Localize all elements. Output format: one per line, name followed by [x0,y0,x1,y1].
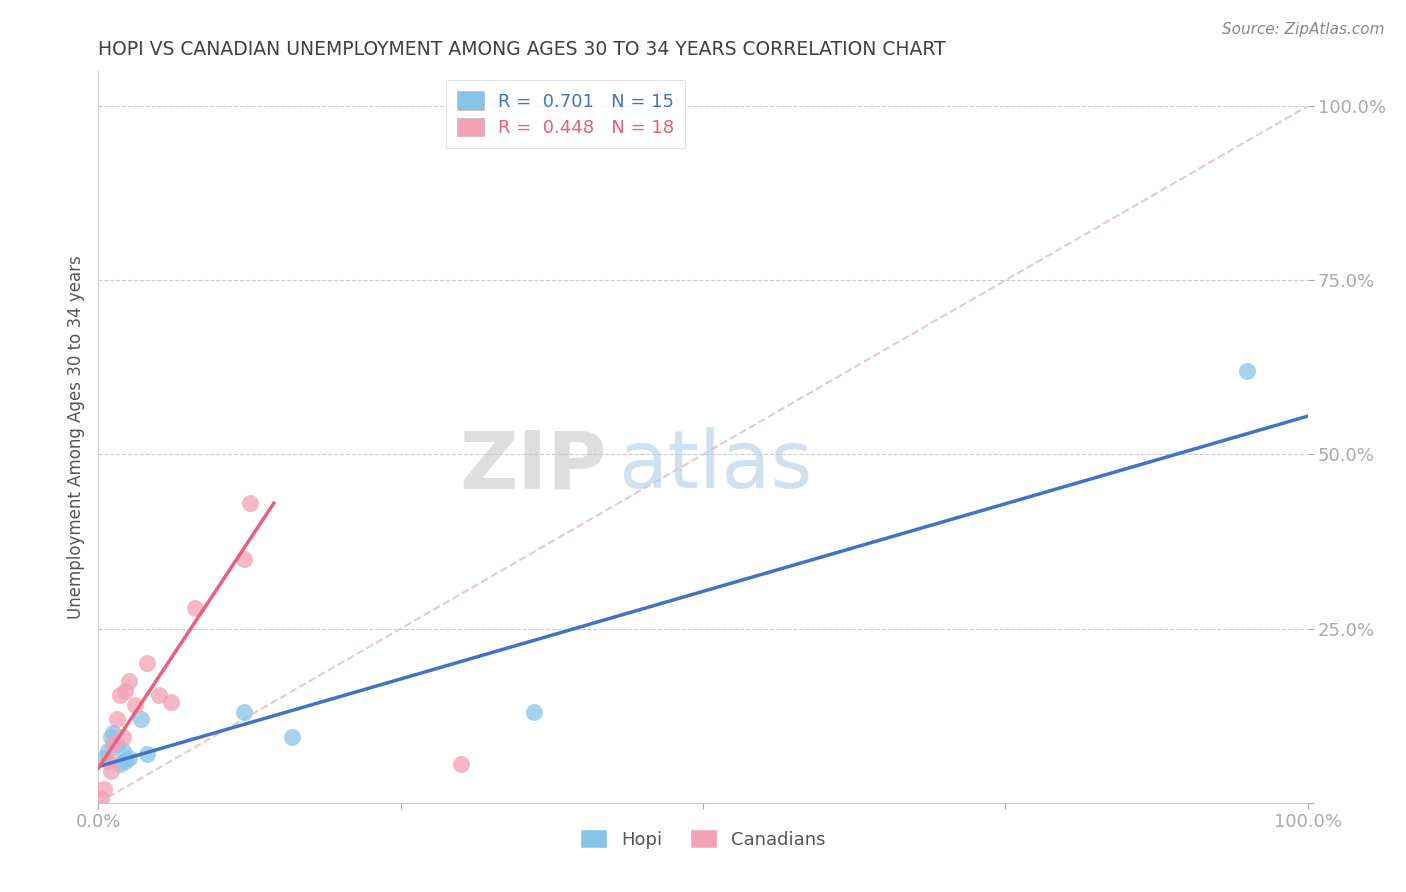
Point [97,743,120,757]
Point [124,698,146,713]
Legend: Hopi, Canadians: Hopi, Canadians [572,822,834,856]
Point [232,705,254,719]
Point [111,743,134,757]
Point [114,754,136,768]
Point [135,747,157,761]
Point [114,684,136,698]
Point [184,600,207,615]
Y-axis label: Unemployment Among Ages 30 to 34 years: Unemployment Among Ages 30 to 34 years [66,255,84,619]
Point [523,705,546,719]
Point [129,712,152,726]
Point [100,764,122,779]
Point [101,737,124,751]
Point [93,781,115,796]
Point [111,730,134,744]
Point [105,737,128,751]
Point [108,757,131,772]
Text: ZIP: ZIP [458,427,606,506]
Point [100,730,122,744]
Point [281,730,304,744]
Point [108,688,131,702]
Text: atlas: atlas [619,427,813,506]
Point [232,552,254,566]
Point [1236,364,1258,378]
Point [105,712,128,726]
Point [97,754,120,768]
Point [90,792,112,806]
Point [101,726,124,740]
Point [148,688,170,702]
Point [93,750,115,764]
Point [160,695,183,709]
Text: HOPI VS CANADIAN UNEMPLOYMENT AMONG AGES 30 TO 34 YEARS CORRELATION CHART: HOPI VS CANADIAN UNEMPLOYMENT AMONG AGES… [98,39,946,59]
Point [239,496,262,510]
Point [135,657,157,671]
Point [118,750,141,764]
Point [118,673,141,688]
Point [450,757,472,772]
Text: Source: ZipAtlas.com: Source: ZipAtlas.com [1222,22,1385,37]
